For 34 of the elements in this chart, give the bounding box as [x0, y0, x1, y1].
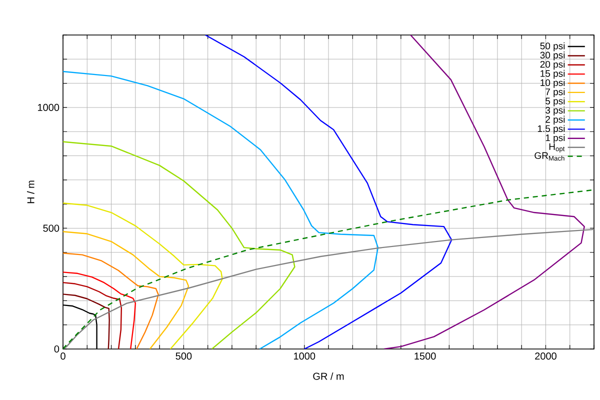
y-tick-label: 500: [43, 224, 60, 232]
legend-label: 1.5 psi: [538, 124, 565, 134]
line-series: [204, 35, 452, 349]
line-series: [63, 70, 379, 349]
line-series: [63, 228, 594, 349]
line-series: [63, 141, 296, 349]
line-series: [63, 189, 594, 349]
line-series: [63, 202, 223, 349]
x-tick-label: 1000: [294, 352, 316, 360]
y-axis-title: H / m: [27, 180, 34, 204]
x-axis-title: GR / m: [313, 372, 344, 380]
x-tick-label: 1500: [414, 352, 436, 360]
line-series: [63, 294, 110, 349]
legend-label: 30 psi: [540, 52, 565, 60]
legend-label: 15 psi: [540, 70, 565, 79]
legend-label: GR$_{Mach}$: [534, 152, 564, 161]
x-tick-label: 0: [60, 352, 66, 360]
legend-label: 10 psi: [540, 79, 565, 88]
line-series: [63, 252, 159, 349]
line-series: [63, 282, 122, 349]
legend-label: 7 psi: [546, 88, 565, 98]
legend-label: H$_{opt}$: [549, 143, 565, 152]
y-tick-label: 0: [54, 345, 60, 353]
x-tick-label: 2000: [535, 352, 556, 360]
legend-label: 2 psi: [546, 116, 565, 125]
legend-label: 3 psi: [546, 106, 565, 116]
legend-label: 20 psi: [540, 60, 565, 70]
legend-label: 5 psi: [546, 97, 565, 106]
x-tick-label: 500: [176, 352, 192, 360]
legend-label: 50 psi: [540, 42, 565, 52]
legend-label: 1 psi: [546, 134, 565, 144]
line-series: [383, 35, 585, 349]
y-tick-label: 1000: [38, 104, 60, 111]
line-series: [63, 231, 190, 349]
